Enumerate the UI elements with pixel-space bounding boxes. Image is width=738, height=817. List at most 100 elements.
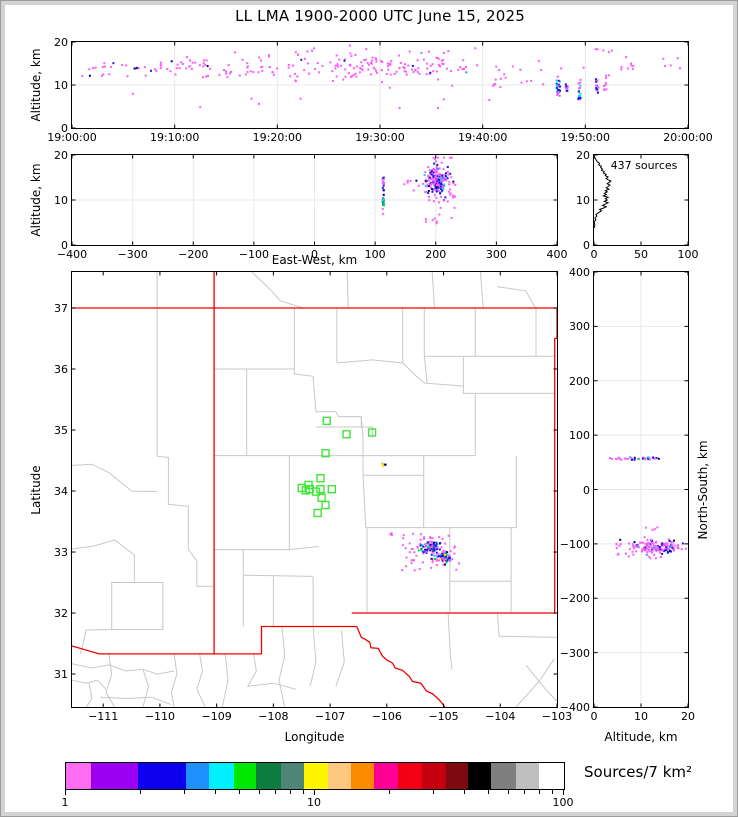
- ew-xtick-label: 300: [485, 248, 507, 261]
- map-xtick-label: −108: [258, 710, 289, 723]
- map-ytick-label: 36: [54, 363, 68, 376]
- time-height-panel: 19:00:00 19:10:00 19:20:00 19:30:00 19:40:00…: [29, 36, 713, 144]
- colorbar-minor-tick: [183, 790, 185, 794]
- altitude-histogram-panel: 437 sources 0 50 100 0 10 20: [576, 149, 699, 261]
- map-xtick-label: −104: [485, 710, 516, 723]
- ew-ytick-label: 20: [54, 149, 68, 162]
- map-plot-area: [72, 272, 557, 707]
- figure-title: LL LMA 1900-2000 UTC June 15, 2025: [235, 7, 525, 25]
- ew-ytick-label: 10: [54, 194, 68, 207]
- map-ytick-label: 37: [54, 301, 68, 315]
- map-ytick-label: 34: [54, 485, 68, 499]
- colorbar-tick-label: 1: [61, 796, 69, 809]
- tz-plot-area: [72, 42, 688, 128]
- tz-xtick-label: 19:50:00: [560, 131, 611, 144]
- colorbar-segment: [374, 763, 398, 789]
- ew-xtick-label: 100: [364, 248, 386, 261]
- tz-ytick-label: 20: [54, 36, 68, 49]
- map-source-points: [401, 532, 460, 572]
- ns-ytick-label: 200: [569, 374, 590, 388]
- ns-xtick-label: 0: [590, 710, 598, 723]
- colorbar-minor-tick: [488, 790, 489, 794]
- tz-source-points: [81, 59, 275, 79]
- colorbar-segment: [539, 763, 564, 789]
- ew-source-points: [424, 194, 456, 225]
- ew-source-points: [415, 161, 457, 202]
- colorbar-minor-tick: [507, 790, 509, 794]
- tz-source-points: [620, 56, 681, 71]
- colorbar: [65, 762, 565, 790]
- ew-xtick-label: −300: [117, 248, 148, 261]
- colorbar-segment: [351, 763, 374, 789]
- hist-ytick-label: 10: [576, 194, 590, 207]
- ew-source-points: [403, 179, 420, 192]
- map-xtick-label: −106: [371, 710, 402, 723]
- ew-xtick-label: −100: [238, 248, 269, 261]
- map-source-points: [381, 462, 387, 468]
- tz-source-points: [603, 74, 608, 91]
- tz-source-points: [492, 65, 545, 89]
- colorbar-tick-label: 100: [552, 796, 574, 809]
- map-x-axis-label: Longitude: [284, 730, 345, 744]
- ns-ytick-label: −400: [559, 701, 590, 714]
- ew-xtick-label: 0: [311, 248, 318, 261]
- ns-ytick-label: −100: [559, 537, 590, 551]
- colorbar-segment: [186, 763, 209, 789]
- ns-xtick-label: 10: [634, 710, 648, 723]
- ew-y-axis-label: Altitude, km: [29, 163, 43, 237]
- ns-ytick-label: −200: [559, 592, 590, 606]
- tz-ytick-label: 0: [61, 122, 68, 135]
- colorbar-segment: [138, 763, 186, 789]
- state-borders: [72, 272, 557, 707]
- colorbar-minor-tick: [140, 790, 141, 794]
- ns-xtick-label: 20: [681, 710, 695, 723]
- colorbar-minor-tick: [389, 790, 390, 794]
- colorbar-minor-tick: [275, 790, 277, 794]
- ew-source-points: [381, 197, 385, 207]
- ns-y-axis-label-right: North-South, km: [696, 439, 710, 540]
- ew-xtick-label: 400: [546, 248, 568, 261]
- hist-xtick-label: 50: [634, 248, 648, 261]
- ns-ytick-label: 300: [569, 320, 590, 334]
- map-y-axis-label: Latitude: [29, 464, 43, 515]
- colorbar-minor-tick: [239, 790, 240, 794]
- colorbar-minor-tick: [258, 790, 260, 794]
- colorbar-segment: [256, 763, 281, 789]
- plan-view-map-panel: −111 −110 −109 −108 −107 −106 −105 −104 −103 31 32…: [29, 271, 572, 744]
- tz-source-points: [294, 75, 440, 84]
- ew-xtick-label: −400: [56, 248, 88, 261]
- hist-xtick-label: 0: [590, 248, 598, 261]
- tz-xtick-label: 19:00:00: [47, 131, 97, 144]
- tz-source-points: [594, 78, 600, 95]
- map-source-points: [430, 550, 454, 566]
- ew-ytick-label: 0: [61, 239, 68, 252]
- map-xtick-label: −103: [541, 710, 573, 723]
- ns-plot-area: [594, 272, 688, 707]
- map-xtick-label: −111: [88, 710, 119, 723]
- ns-x-axis-label: Altitude, km: [604, 730, 678, 744]
- colorbar-minor-tick: [538, 790, 540, 794]
- ns-height-panel: 0 10 20 400 300 200 100 0 −100 −200 −300 −400 Altitu…: [560, 266, 710, 744]
- map-ytick-label: 35: [54, 424, 68, 437]
- sources-count-label: 437 sources: [610, 159, 678, 172]
- colorbar-minor-tick: [463, 790, 465, 794]
- colorbar-segment: [281, 763, 304, 789]
- ns-source-points: [620, 456, 660, 461]
- ew-x-axis-label: East-West, km: [271, 253, 358, 267]
- map-ytick-label: 33: [54, 546, 68, 560]
- map-source-points: [389, 532, 393, 536]
- tz-source-points: [555, 79, 562, 97]
- map-ytick-label: 31: [54, 668, 68, 682]
- ns-source-points: [609, 456, 630, 460]
- colorbar-segment: [304, 763, 328, 789]
- ew-xtick-label: −200: [178, 248, 209, 261]
- map-xtick-label: −105: [428, 710, 459, 723]
- hist-plot-area: [594, 155, 688, 245]
- county-borders: [72, 272, 557, 707]
- tz-source-points: [594, 48, 613, 54]
- colorbar-major-tick: [65, 790, 66, 795]
- colorbar-segment: [234, 763, 256, 789]
- tz-xtick-label: 19:10:00: [149, 131, 200, 144]
- ns-ytick-label: 0: [583, 483, 590, 497]
